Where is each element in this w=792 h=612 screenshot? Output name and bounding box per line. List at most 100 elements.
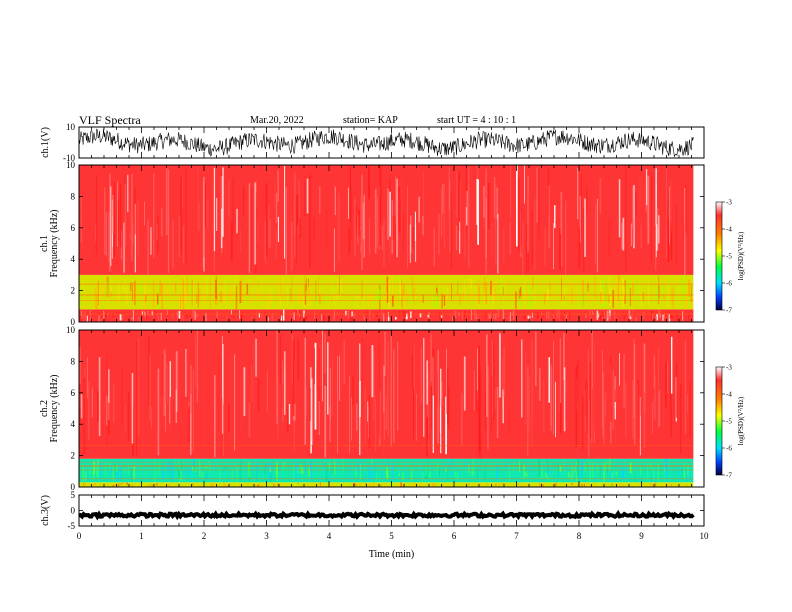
ch1-spectrogram-cb-tick-label: -6 — [726, 280, 732, 288]
ch1-spectrogram-streak — [422, 216, 424, 235]
ch2-spectrogram-streak — [582, 377, 585, 408]
ch2-spectrogram-streak — [179, 482, 181, 487]
ch2-spectrogram-streak — [463, 356, 466, 411]
ch2-spectrogram-streak — [434, 482, 437, 486]
ch2-spectrogram-streak — [226, 484, 228, 487]
ch2-spectrogram-streak — [636, 484, 639, 486]
ch2-spectrogram-streak — [371, 465, 373, 479]
ch2-spectrogram-streak — [126, 482, 128, 485]
ch1-spectrogram-streak — [676, 286, 678, 304]
ch2-spectrogram-streak — [338, 484, 339, 486]
ch2-spectrogram-streak — [259, 484, 261, 486]
ch2-spectrogram-streak — [312, 483, 314, 487]
ch1-spectrogram-streak — [304, 181, 306, 216]
ch2-spectrogram-streak — [614, 402, 616, 420]
ch2-spectrogram-streak — [165, 347, 167, 404]
ch1-spectrogram-streak — [669, 186, 670, 245]
ch2-spectrogram-streak — [543, 378, 545, 433]
x-tick-label: 1 — [139, 531, 144, 541]
ch1-spectrogram-streak — [359, 196, 361, 242]
x-tick-label: 9 — [639, 531, 644, 541]
ch2-spectrogram-streak — [369, 484, 371, 487]
ch1-spectrogram-streak — [369, 309, 371, 321]
ch1-spectrogram-streak — [125, 278, 127, 305]
ch1-spectrogram-streak — [561, 192, 563, 267]
ch2-spectrogram-streak — [389, 482, 391, 486]
ch2-spectrogram-streak — [249, 466, 251, 481]
ch1-spectrogram-streak — [450, 312, 452, 317]
ch1-spectrogram-streak — [122, 314, 124, 321]
ch1-spectrogram-streak — [455, 310, 457, 319]
ch2-spectrogram-streak — [437, 484, 438, 487]
ch3-waveform-line — [78, 509, 695, 521]
ch2-spectrogram-streak — [409, 484, 411, 486]
ch1-spectrogram-streak — [408, 316, 411, 320]
x-tick-label: 0 — [77, 531, 82, 541]
ch1-spectrogram-streak — [594, 204, 597, 265]
ch1-spectrogram-streak — [380, 279, 381, 298]
ch1-spectrogram-streak — [670, 314, 671, 319]
ch2-spectrogram-streak — [394, 484, 396, 487]
ch2-spectrogram-streak — [213, 459, 214, 475]
ch1-spectrogram-ytick-label: 8 — [71, 191, 76, 201]
ch2-spectrogram-streak — [426, 360, 428, 418]
ch1-spectrogram-streak — [329, 315, 331, 319]
ch2-spectrogram-streak — [223, 465, 225, 472]
ch1-spectrogram-streak — [337, 315, 338, 319]
ch1-spectrogram-streak — [355, 226, 357, 257]
ch1-spectrogram-streak — [84, 310, 86, 319]
ch1-spectrogram-streak — [361, 280, 363, 299]
ch1-spectrogram-streak — [577, 279, 578, 309]
ch2-spectrogram-cb-tick-label: -4 — [726, 391, 732, 399]
ch2-spectrogram-streak — [479, 483, 481, 485]
ch1-spectrogram-streak — [491, 221, 493, 257]
ch2-spectrogram-streak — [670, 360, 671, 415]
ch2-spectrogram-streak — [422, 483, 424, 486]
ch1-spectrogram-streak — [392, 215, 395, 241]
ch1-spectrogram-streak — [524, 315, 526, 320]
ch1-spectrogram-streak — [228, 287, 229, 297]
ch1-spectrogram-streak — [533, 281, 536, 305]
ch2-spectrogram-streak — [623, 354, 625, 408]
ch2-spectrogram-streak — [654, 375, 656, 421]
ch2-spectrogram-streak — [121, 482, 123, 485]
ch1-spectrogram-streak — [288, 310, 291, 321]
ch1-spectrogram-streak — [655, 316, 657, 320]
ch2-spectrogram-streak — [684, 470, 686, 479]
ch2-spectrogram-streak — [411, 353, 413, 390]
ch1-spectrogram-streak — [603, 311, 605, 319]
ch1-spectrogram-streak — [385, 316, 387, 320]
ch2-spectrogram-streak — [656, 484, 659, 487]
ch1-spectrogram-streak — [581, 292, 583, 309]
ch1-spectrogram-streak — [379, 165, 382, 222]
ch1-spectrogram-streak — [147, 310, 149, 316]
ch1-spectrogram-streak — [440, 188, 443, 237]
ch1-spectrogram-streak — [138, 281, 139, 306]
ch1-spectrogram-streak — [388, 311, 389, 321]
ch1-spectrogram-streak — [669, 310, 671, 320]
ch1-spectrogram-streak — [676, 203, 677, 264]
ch2-spectrogram-streak — [151, 484, 153, 487]
ch2-spectrogram-streak — [605, 392, 606, 418]
ch1-spectrogram-streak — [269, 310, 271, 315]
ch1-spectrogram-streak — [637, 215, 639, 252]
ch1-spectrogram-streak — [196, 294, 198, 304]
ch2-spectrogram-streak — [632, 380, 634, 439]
ch1-spectrogram-streak — [304, 316, 306, 320]
ch2-spectrogram-streak — [473, 370, 475, 411]
ch1-spectrogram-streak — [89, 222, 91, 271]
ch2-spectrogram-streak — [577, 484, 579, 486]
ch1-spectrogram-streak — [446, 287, 448, 301]
ch2-spectrogram-streak — [83, 377, 86, 456]
ch1-spectrogram-streak — [492, 291, 494, 305]
ch2-spectrogram-streak — [151, 407, 153, 429]
ch2-spectrogram-streak — [653, 355, 656, 388]
ch2-spectrogram-streak — [256, 472, 258, 482]
ch2-spectrogram-streak — [574, 484, 576, 487]
ch1-spectrogram-streak — [431, 291, 434, 308]
ch3-waveform-ylabel: ch.3(V) — [40, 495, 51, 526]
ch2-spectrogram-streak — [487, 365, 489, 450]
ch1-spectrogram-streak — [582, 279, 584, 308]
ch2-spectrogram-streak — [546, 459, 548, 474]
ch1-spectrogram-streak — [267, 316, 269, 322]
